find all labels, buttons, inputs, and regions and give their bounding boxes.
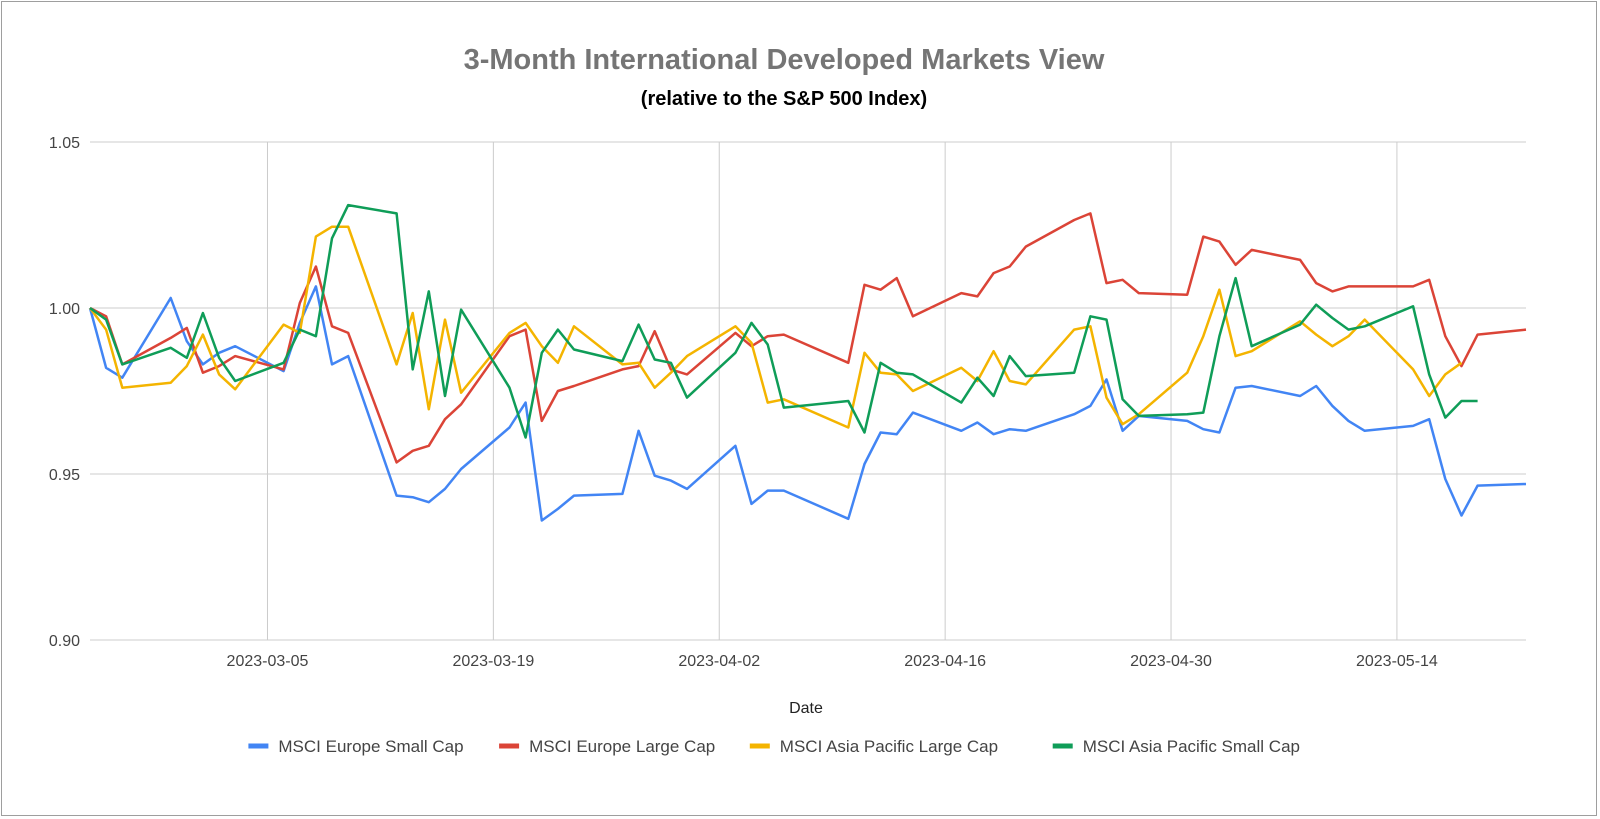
series-line-4 bbox=[89, 203, 1478, 439]
x-axis-ticks: 2023-03-05 2023-03-19 2023-04-02 2023-04-16… bbox=[227, 653, 1438, 670]
series-line-2 bbox=[89, 212, 1527, 464]
x-axis-title: Date bbox=[789, 700, 823, 717]
chart-title: 3-Month International Developed Markets … bbox=[464, 44, 1105, 76]
x-tick-label: 2023-03-19 bbox=[452, 653, 534, 670]
legend: MSCI Europe Small Cap MSCI Europe Large C… bbox=[248, 737, 1300, 756]
x-tick-label: 2023-04-30 bbox=[1130, 653, 1212, 670]
y-tick-label: 1.05 bbox=[49, 135, 80, 152]
x-tick-label: 2023-04-02 bbox=[678, 653, 760, 670]
legend-label: MSCI Asia Pacific Large Cap bbox=[780, 737, 998, 756]
legend-label: MSCI Europe Large Cap bbox=[529, 737, 715, 756]
series-line-1 bbox=[88, 285, 1527, 522]
y-axis-ticks: 0.90 0.95 1.00 1.05 bbox=[49, 135, 80, 650]
y-tick-label: 1.00 bbox=[49, 301, 80, 318]
legend-label: MSCI Asia Pacific Small Cap bbox=[1083, 737, 1300, 756]
legend-item-2: MSCI Europe Large Cap bbox=[499, 737, 715, 756]
legend-item-1: MSCI Europe Small Cap bbox=[248, 737, 464, 756]
legend-label: MSCI Europe Small Cap bbox=[278, 737, 463, 756]
x-tick-label: 2023-05-14 bbox=[1356, 653, 1438, 670]
series-line-3 bbox=[88, 225, 1463, 429]
y-tick-label: 0.90 bbox=[49, 633, 80, 650]
x-tick-label: 2023-03-05 bbox=[227, 653, 309, 670]
legend-item-4: MSCI Asia Pacific Small Cap bbox=[1052, 737, 1300, 756]
gridlines bbox=[90, 141, 1526, 641]
chart-subtitle: (relative to the S&P 500 Index) bbox=[641, 88, 927, 110]
x-tick-label: 2023-04-16 bbox=[904, 653, 986, 670]
legend-item-3: MSCI Asia Pacific Large Cap bbox=[749, 737, 998, 756]
y-tick-label: 0.95 bbox=[49, 467, 80, 484]
series-lines bbox=[88, 203, 1527, 522]
